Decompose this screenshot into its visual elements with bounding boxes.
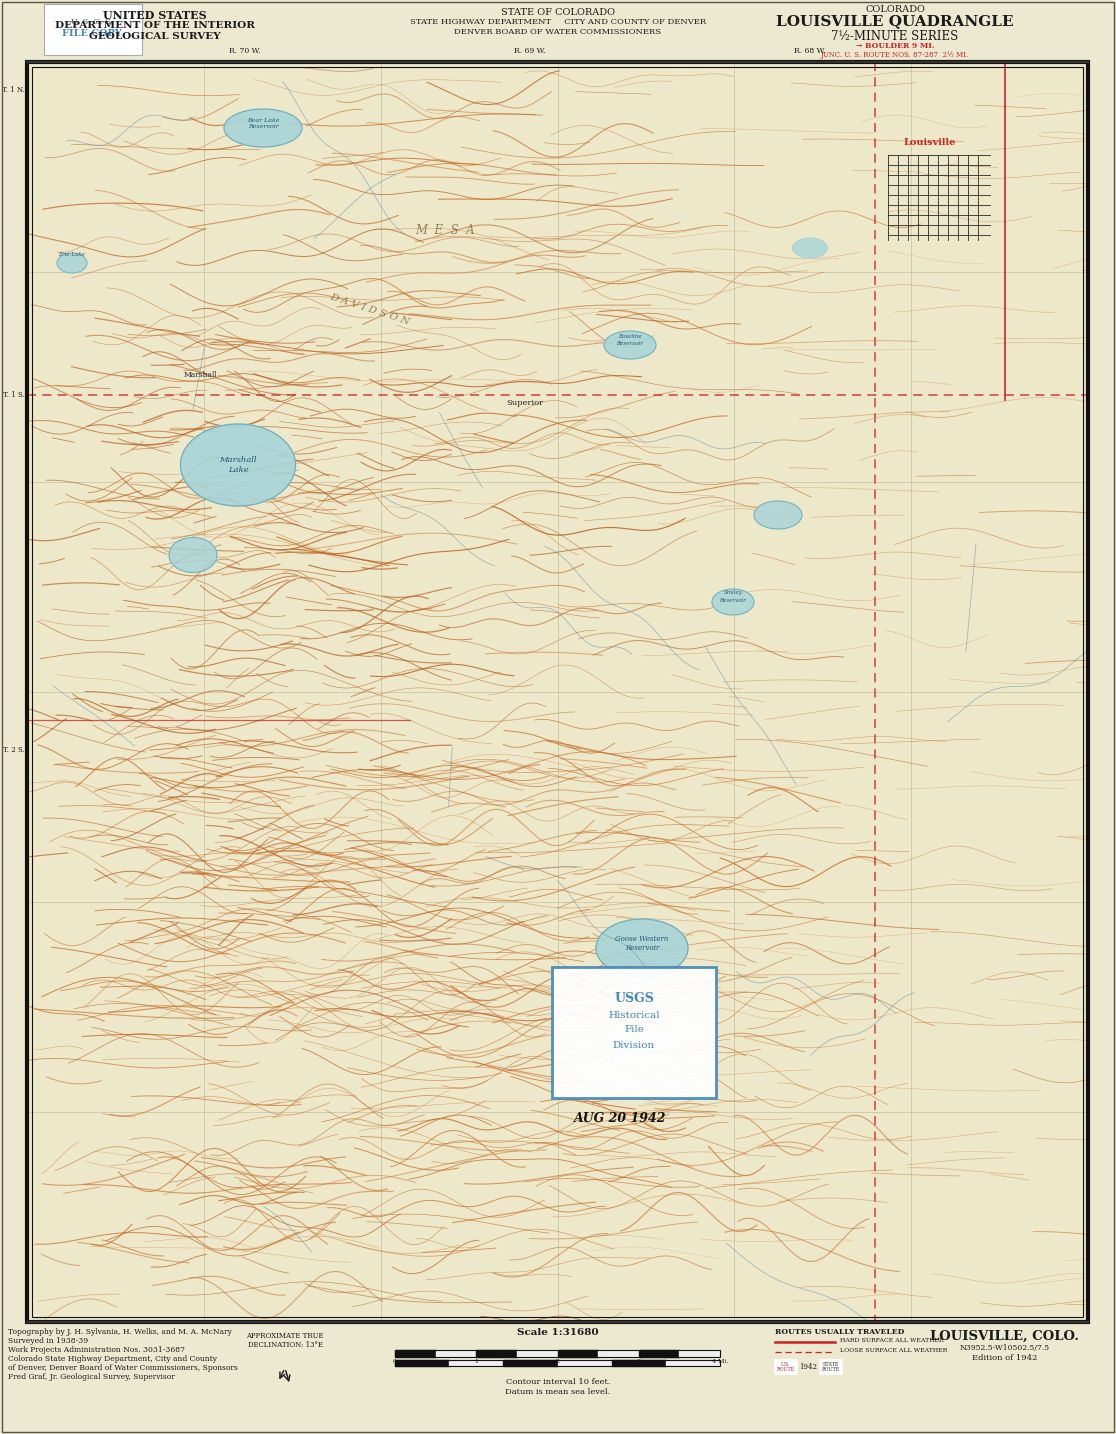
Text: Marshall: Marshall <box>183 371 217 379</box>
Bar <box>517 1349 558 1357</box>
Text: LOOSE SURFACE ALL WEATHER: LOOSE SURFACE ALL WEATHER <box>840 1348 947 1352</box>
Text: Historical: Historical <box>608 1011 660 1020</box>
Text: → BOULDER 9 MI.: → BOULDER 9 MI. <box>856 42 934 50</box>
Bar <box>395 1349 435 1357</box>
Text: GEOLOGICAL SURVEY: GEOLOGICAL SURVEY <box>89 32 221 42</box>
Bar <box>666 1359 720 1365</box>
Text: Colorado State Highway Department, City and County: Colorado State Highway Department, City … <box>8 1355 217 1362</box>
Text: ROUTES USUALLY TRAVELED: ROUTES USUALLY TRAVELED <box>775 1328 904 1336</box>
Bar <box>612 1359 666 1365</box>
Ellipse shape <box>712 589 754 615</box>
Text: STATE OF COLORADO: STATE OF COLORADO <box>501 9 615 17</box>
Text: Erie Lake: Erie Lake <box>58 252 86 257</box>
Text: Goose Western: Goose Western <box>615 935 668 944</box>
Text: D A V I D S O N: D A V I D S O N <box>329 293 411 327</box>
Text: R. 70 W.: R. 70 W. <box>229 47 261 54</box>
Text: Baseline: Baseline <box>618 334 642 338</box>
Text: UNITED STATES: UNITED STATES <box>103 10 206 22</box>
Text: HARD SURFACE ALL WEATHER: HARD SURFACE ALL WEATHER <box>840 1338 944 1342</box>
Text: Reservoir: Reservoir <box>720 598 747 604</box>
Text: 2: 2 <box>556 1359 559 1364</box>
Text: COLORADO: COLORADO <box>865 4 925 14</box>
Text: DENVER BOARD OF WATER COMMISSIONERS: DENVER BOARD OF WATER COMMISSIONERS <box>454 29 662 36</box>
Bar <box>558 1349 598 1357</box>
Bar <box>638 1349 680 1357</box>
Text: Superior: Superior <box>507 399 543 407</box>
Ellipse shape <box>754 500 802 529</box>
Bar <box>598 1349 638 1357</box>
Ellipse shape <box>604 331 656 358</box>
Bar <box>0 0 1116 62</box>
Text: 4 Mi.: 4 Mi. <box>712 1359 728 1364</box>
Text: DEPARTMENT OF THE INTERIOR: DEPARTMENT OF THE INTERIOR <box>55 22 254 30</box>
FancyBboxPatch shape <box>552 967 716 1098</box>
Text: of Denver, Denver Board of Water Commissioners, Sponsors: of Denver, Denver Board of Water Commiss… <box>8 1364 238 1372</box>
Text: FILE COPY: FILE COPY <box>62 29 122 37</box>
Text: LOUISVILLE QUADRANGLE: LOUISVILLE QUADRANGLE <box>777 14 1013 29</box>
Text: 7½-MINUTE SERIES: 7½-MINUTE SERIES <box>831 30 959 43</box>
Text: 1: 1 <box>474 1359 479 1364</box>
Text: Reservoir: Reservoir <box>616 341 644 346</box>
Text: AUG 20 1942: AUG 20 1942 <box>574 1111 666 1124</box>
Text: STATE
ROUTE: STATE ROUTE <box>821 1362 840 1372</box>
Text: Topography by J. H. Sylvania, H. Welks, and M. A. McNary: Topography by J. H. Sylvania, H. Welks, … <box>8 1328 232 1336</box>
Text: Lake: Lake <box>228 466 249 475</box>
Text: U. S. G. S.: U. S. G. S. <box>70 19 113 26</box>
Bar <box>32 67 1083 1316</box>
Text: Scale 1:31680: Scale 1:31680 <box>517 1328 599 1336</box>
Text: Smiley: Smiley <box>723 589 742 595</box>
Text: USGS: USGS <box>614 991 654 1004</box>
Text: Contour interval 10 feet.: Contour interval 10 feet. <box>506 1378 610 1387</box>
Text: T. 2 S.: T. 2 S. <box>3 746 25 754</box>
Bar <box>775 1359 797 1374</box>
Text: T. 1 N.: T. 1 N. <box>2 86 25 95</box>
Bar <box>680 1349 720 1357</box>
Text: U.S.
ROUTE: U.S. ROUTE <box>777 1362 796 1372</box>
Text: JUNC. U. S. ROUTE NOS. 87-287  2½ MI.: JUNC. U. S. ROUTE NOS. 87-287 2½ MI. <box>821 52 969 59</box>
Bar <box>820 1359 841 1374</box>
Text: R. 68 W.: R. 68 W. <box>795 47 826 54</box>
Ellipse shape <box>181 424 296 506</box>
Text: Reservoir: Reservoir <box>248 125 278 129</box>
Text: LOUISVILLE, COLO.: LOUISVILLE, COLO. <box>931 1329 1079 1344</box>
Text: 0: 0 <box>393 1359 397 1364</box>
Bar <box>477 1349 517 1357</box>
Text: File: File <box>624 1025 644 1034</box>
Bar <box>558 1359 612 1365</box>
Text: M  E  S  A: M E S A <box>415 224 474 237</box>
Text: Division: Division <box>613 1041 655 1050</box>
Bar <box>27 62 1088 1322</box>
Text: 1942: 1942 <box>799 1362 817 1371</box>
Ellipse shape <box>57 252 87 272</box>
Text: Reservoir: Reservoir <box>625 944 660 952</box>
Text: T. 1 S.: T. 1 S. <box>3 391 25 399</box>
Text: Bear Lake: Bear Lake <box>247 119 279 123</box>
Ellipse shape <box>169 538 217 572</box>
Text: APPROXIMATE TRUE: APPROXIMATE TRUE <box>247 1332 324 1339</box>
Bar <box>27 62 1088 1322</box>
Ellipse shape <box>792 238 827 258</box>
Bar <box>395 1359 720 1365</box>
Text: Edition of 1942: Edition of 1942 <box>972 1354 1038 1362</box>
Text: DECLINATION: 13°E: DECLINATION: 13°E <box>248 1341 323 1349</box>
Text: Fred Graf, Jr. Geological Survey, Supervisor: Fred Graf, Jr. Geological Survey, Superv… <box>8 1372 175 1381</box>
Bar <box>435 1349 477 1357</box>
Text: Marshall: Marshall <box>219 456 257 465</box>
Bar <box>395 1359 449 1365</box>
Bar <box>503 1359 558 1365</box>
Ellipse shape <box>224 109 302 148</box>
FancyBboxPatch shape <box>44 3 142 54</box>
Text: Work Projects Administration Nos. 3031-3687: Work Projects Administration Nos. 3031-3… <box>8 1347 185 1354</box>
Text: 3: 3 <box>637 1359 641 1364</box>
Text: R. 69 W.: R. 69 W. <box>514 47 546 54</box>
Text: STATE HIGHWAY DEPARTMENT     CITY AND COUNTY OF DENVER: STATE HIGHWAY DEPARTMENT CITY AND COUNTY… <box>410 19 706 26</box>
Bar <box>0 1322 1116 1434</box>
Text: Surveyed in 1938-39: Surveyed in 1938-39 <box>8 1336 88 1345</box>
Ellipse shape <box>596 919 687 977</box>
Text: Datum is mean sea level.: Datum is mean sea level. <box>506 1388 610 1397</box>
Bar <box>449 1359 503 1365</box>
Text: Louisville: Louisville <box>904 138 956 148</box>
Bar <box>395 1349 720 1357</box>
Text: N3952.5-W10502.5/7.5: N3952.5-W10502.5/7.5 <box>960 1344 1050 1352</box>
